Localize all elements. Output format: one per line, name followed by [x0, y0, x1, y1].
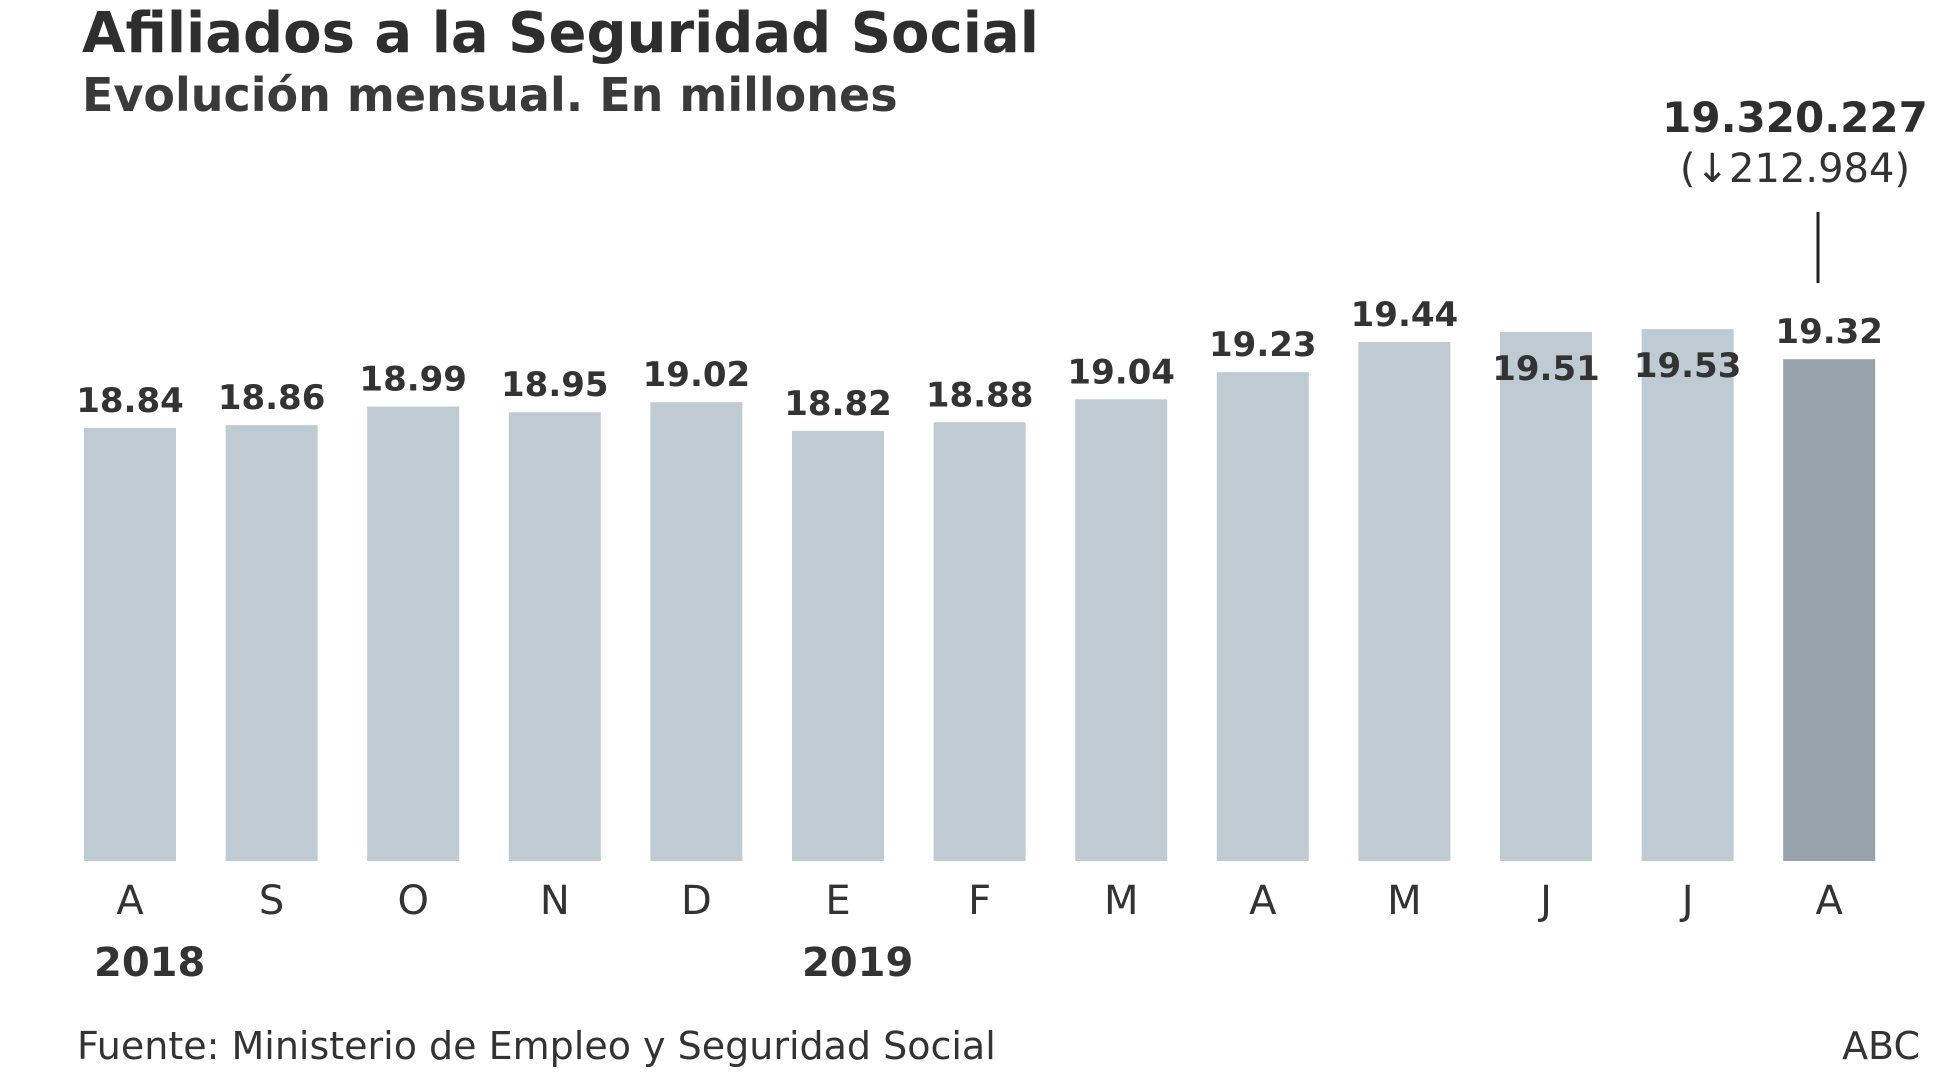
value-label: 19.53 — [1634, 346, 1742, 386]
bar — [367, 406, 460, 861]
bar — [792, 430, 884, 861]
source-note: Fuente: Ministerio de Empleo y Seguridad… — [77, 1024, 996, 1068]
bar — [84, 428, 176, 861]
x-tick-label: A — [116, 878, 144, 924]
x-tick-label: S — [259, 878, 284, 924]
bar — [933, 422, 1026, 861]
value-label: 19.32 — [1775, 312, 1883, 352]
x-tick-label: J — [1537, 878, 1552, 924]
value-label: 19.23 — [1209, 325, 1317, 365]
publisher-credit: ABC — [1842, 1024, 1920, 1068]
bar — [1216, 372, 1309, 861]
bar — [1500, 332, 1592, 861]
value-labels-group: 18.84 18.86 18.99 18.95 19.02 18.82 18.88 19.04… — [76, 295, 1883, 424]
chart-title: Afiliados a la Seguridad Social — [82, 1, 1039, 66]
year-label: 2018 — [94, 940, 205, 986]
bar — [1641, 329, 1734, 862]
x-tick-label: E — [825, 878, 850, 924]
year-label: 2019 — [802, 940, 913, 986]
bar — [225, 425, 318, 861]
callout-value: 19.320.227 — [1662, 93, 1928, 142]
value-label: 18.84 — [76, 381, 184, 421]
x-tick-label: N — [540, 878, 570, 924]
x-tick-label: A — [1249, 878, 1277, 924]
x-tick-label: J — [1679, 878, 1694, 924]
bar — [1358, 342, 1451, 861]
x-tick-label: O — [397, 878, 428, 924]
bars-group — [84, 329, 1876, 862]
x-tick-label: F — [968, 878, 991, 924]
x-tick-label: M — [1104, 878, 1139, 924]
latest-value-callout: 19.320.227 (↓212.984) — [1645, 92, 1937, 194]
value-label: 18.95 — [501, 365, 609, 405]
value-label: 19.51 — [1492, 349, 1600, 389]
value-label: 18.99 — [359, 360, 467, 400]
value-label: 19.44 — [1351, 295, 1459, 335]
bar — [1075, 399, 1168, 861]
bar-chart: 18.84 18.86 18.99 18.95 19.02 18.82 18.88 19.04… — [76, 212, 1883, 986]
callout-change-value: 212.984) — [1729, 146, 1911, 192]
value-label: 18.86 — [218, 378, 326, 418]
year-labels-group: 2018 2019 — [94, 940, 913, 986]
chart-subtitle: Evolución mensual. En millones — [82, 68, 898, 122]
callout-change-open: ( — [1679, 146, 1696, 192]
x-tick-label: D — [681, 878, 712, 924]
value-label: 18.88 — [926, 375, 1034, 415]
x-tick-label: M — [1387, 878, 1422, 924]
bar — [650, 402, 743, 861]
value-label: 18.82 — [784, 384, 892, 424]
bar — [1783, 359, 1876, 861]
x-tick-label: A — [1816, 878, 1844, 924]
value-label: 19.02 — [643, 355, 751, 395]
bar — [508, 412, 601, 861]
value-label: 19.04 — [1067, 352, 1175, 392]
down-arrow-icon: ↓ — [1695, 146, 1730, 192]
callout-change: (↓212.984) — [1645, 144, 1937, 194]
